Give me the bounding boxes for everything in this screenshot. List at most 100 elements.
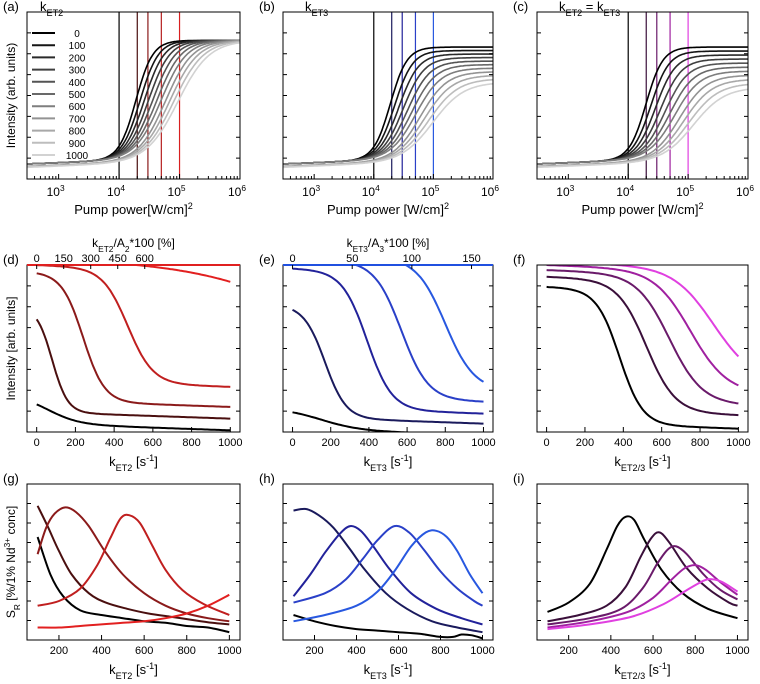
x-tick-label: 0 (34, 437, 40, 449)
x-tick-label: 600 (135, 645, 153, 657)
panel-label: (f) (513, 252, 525, 267)
x-tick-label: 103 (302, 183, 320, 199)
panel-c: (c) kET2 = kET3 103 104 105 106 Pump power [W/… (513, 0, 754, 217)
x-axis-title: Pump power[W/cm]2 (74, 201, 193, 217)
series-line-5 (27, 39, 240, 165)
series-line-1 (547, 531, 738, 623)
series-line-3 (546, 265, 739, 387)
series-line-3 (547, 564, 739, 629)
series-line-1 (35, 318, 231, 420)
series-line-10 (27, 41, 240, 169)
series-line-3 (37, 513, 230, 616)
x-tick-label: 400 (602, 645, 620, 657)
series-line-2 (36, 272, 231, 408)
panel-b: (b) kET3 103 104 105 106 Pump power [W/cm]2 (259, 0, 499, 217)
x-tick-label: 600 (389, 645, 407, 657)
series-line-0 (547, 515, 738, 620)
curves (27, 39, 240, 169)
y-axis-title: Intensity [arb. units] (4, 296, 18, 400)
legend-label: 500 (69, 90, 86, 101)
legend-label: 900 (69, 139, 86, 150)
x-tick-label: 104 (616, 183, 634, 199)
x-tick-label: 800 (178, 645, 196, 657)
x-tick-label: 200 (576, 437, 594, 449)
x-axis-title: kET2/3 [s-1] (614, 661, 670, 681)
legend-label: 0 (74, 29, 80, 40)
series-line-2 (546, 269, 739, 405)
series-line-3 (36, 265, 231, 388)
panel-f: (f) 0 200 400 600 800 1000 kET2/3 [s-1] (513, 252, 751, 473)
top-tick-label: 150 (55, 253, 73, 265)
curves (292, 265, 485, 432)
x-tick-label: 105 (676, 183, 694, 199)
series-line-3 (352, 265, 484, 403)
x-tick-label: 103 (47, 183, 65, 199)
x-tick-label: 200 (559, 645, 577, 657)
curves (292, 507, 484, 640)
x-tick-label: 800 (431, 645, 449, 657)
legend-label: 300 (69, 66, 86, 77)
series-line-4 (37, 593, 230, 629)
series-line-1 (293, 507, 483, 634)
top-tick-label: 150 (462, 253, 480, 265)
x-tick-label: 800 (182, 437, 200, 449)
series-line-1 (283, 49, 493, 165)
panel-label: (a) (3, 0, 19, 14)
x-tick-label: 1000 (726, 437, 750, 449)
legend-label: 400 (69, 78, 86, 89)
x-tick-label: 0 (544, 437, 550, 449)
top-axis-title: kET2/A2*100 [%] (92, 236, 175, 254)
x-tick-label: 1000 (217, 645, 241, 657)
top-tick-label: 50 (346, 253, 358, 265)
series-line-2 (292, 267, 484, 415)
series-line-6 (283, 67, 493, 165)
legend-label: 100 (69, 41, 86, 52)
series-line-3 (293, 524, 483, 607)
top-tick-label: 100 (403, 253, 421, 265)
legend-label: 700 (69, 114, 86, 125)
series-line-4 (602, 265, 740, 358)
panel-g: (g) 200 400 600 800 1000 kET2 [s-1] SR [%/1% Nd… (2, 471, 242, 681)
series-line-4 (403, 265, 485, 383)
curves (35, 265, 231, 432)
series-line-4 (124, 265, 231, 283)
x-tick-label: 104 (107, 183, 125, 199)
y-axis-title: SR [%/1% Nd3+ conc] (2, 506, 22, 618)
x-tick-label: 400 (105, 437, 123, 449)
x-tick-label: 0 (289, 437, 295, 449)
x-tick-label: 600 (398, 437, 416, 449)
legend-label: 1000 (66, 151, 89, 162)
legend-label: 600 (69, 102, 86, 113)
x-tick-label: 400 (92, 645, 110, 657)
top-tick-label: 600 (136, 253, 154, 265)
x-tick-label: 400 (360, 437, 378, 449)
curves (546, 265, 740, 430)
x-tick-label: 200 (50, 645, 68, 657)
x-tick-label: 105 (168, 183, 186, 199)
panel-label: (i) (513, 471, 525, 486)
plot-frame (282, 264, 494, 433)
series-line-1 (36, 505, 230, 626)
panel-h: (h) 200 400 600 800 1000 kET3 [s-1] (259, 471, 495, 681)
series-line-0 (292, 411, 421, 432)
top-axis-title: kET3/A3*100 [%] (347, 236, 430, 254)
x-tick-label: 400 (347, 645, 365, 657)
x-tick-label: 106 (228, 183, 246, 199)
x-axis-title: Pump power [W/cm]2 (327, 201, 449, 217)
x-tick-label: 800 (691, 437, 709, 449)
series-line-0 (36, 403, 231, 432)
x-tick-label: 106 (736, 183, 754, 199)
x-axis-title: kET2 [s-1] (109, 453, 158, 473)
x-tick-label: 104 (362, 183, 380, 199)
x-tick-label: 400 (614, 437, 632, 449)
x-tick-label: 800 (686, 645, 704, 657)
series-line-0 (293, 614, 483, 640)
panel-label: (b) (259, 0, 275, 14)
x-tick-label: 600 (653, 437, 671, 449)
series-line-4 (547, 578, 739, 631)
panel-label: (d) (3, 252, 19, 267)
x-axis-title: kET3 [s-1] (364, 661, 413, 681)
panel-label: (c) (513, 0, 528, 14)
